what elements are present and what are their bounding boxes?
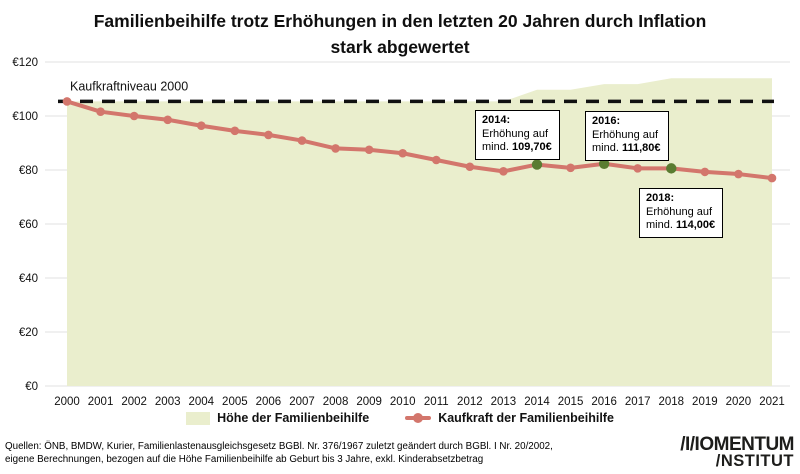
data-point bbox=[129, 111, 139, 121]
x-tick-label: 2003 bbox=[155, 396, 181, 408]
legend-line-label: Kaufkraft der Familienbeihilfe bbox=[438, 411, 614, 425]
x-tick-label: 2007 bbox=[289, 396, 315, 408]
legend: Höhe der Familienbeihilfe Kaufkraft der … bbox=[0, 411, 800, 425]
data-point bbox=[633, 164, 643, 173]
highlight-point bbox=[666, 163, 677, 174]
x-tick-label: 2012 bbox=[457, 396, 483, 408]
momentum-institut-logo: /I/IOMENTUM /NSTITUT bbox=[680, 434, 794, 470]
data-point bbox=[331, 144, 340, 153]
annotation-2016-text: Erhöhung auf bbox=[592, 128, 659, 141]
data-point bbox=[297, 136, 307, 145]
source-note-line2: eigene Berechnungen, bezogen auf die Höh… bbox=[5, 453, 484, 465]
line-dot-marker-icon bbox=[405, 413, 432, 423]
data-point bbox=[230, 126, 240, 136]
x-tick-label: 2017 bbox=[625, 396, 651, 408]
data-point bbox=[364, 145, 374, 155]
data-point bbox=[398, 148, 408, 158]
x-tick-label: 2001 bbox=[88, 396, 114, 408]
data-point bbox=[700, 167, 710, 177]
y-tick-label: €80 bbox=[19, 165, 38, 177]
x-tick-label: 2004 bbox=[188, 396, 214, 408]
data-point bbox=[96, 107, 105, 116]
annotation-2018-amount: mind. 114,00€ bbox=[646, 219, 716, 231]
x-tick-label: 2008 bbox=[323, 396, 349, 408]
legend-item-area: Höhe der Familienbeihilfe bbox=[186, 411, 369, 425]
chart-title-line1: Familienbeihilfe trotz Erhöhungen in den… bbox=[93, 11, 707, 31]
legend-item-line: Kaufkraft der Familienbeihilfe bbox=[405, 411, 614, 425]
legend-area-label: Höhe der Familienbeihilfe bbox=[217, 411, 370, 425]
x-tick-label: 2011 bbox=[424, 396, 449, 408]
logo-line2: /NSTITUT bbox=[715, 452, 794, 470]
annotation-2018: 2018: Erhöhung auf mind. 114,00€ bbox=[639, 188, 724, 238]
annotation-2014: 2014: Erhöhung auf mind. 109,70€ bbox=[475, 110, 560, 160]
y-tick-label: €120 bbox=[12, 57, 38, 69]
x-axis-labels: 2000 2001 2002 2003 2004 2005 2006 2007 2008 2009… bbox=[54, 396, 785, 408]
x-tick-label: 2002 bbox=[121, 396, 147, 408]
y-tick-label: €60 bbox=[19, 219, 38, 231]
x-tick-label: 2018 bbox=[658, 396, 684, 408]
data-point bbox=[62, 97, 72, 106]
data-point bbox=[499, 167, 508, 176]
annotation-2016-amount: mind. 111,80€ bbox=[592, 142, 661, 154]
x-tick-label: 2006 bbox=[256, 396, 282, 408]
data-point bbox=[196, 121, 206, 131]
kaufkraft-points bbox=[62, 97, 777, 183]
source-note-line1: Quellen: ÖNB, BMDW, Kurier, Familienlast… bbox=[5, 441, 553, 452]
annotation-2016-year: 2016: bbox=[592, 115, 621, 127]
y-tick-label: €0 bbox=[25, 381, 38, 393]
highlight-points bbox=[531, 158, 677, 174]
x-tick-label: 2005 bbox=[222, 396, 248, 408]
annotation-2014-year: 2014: bbox=[482, 114, 511, 126]
data-point bbox=[566, 163, 575, 173]
x-tick-label: 2015 bbox=[558, 396, 584, 408]
x-tick-label: 2016 bbox=[591, 396, 617, 408]
annotation-2016: 2016: Erhöhung auf mind. 111,80€ bbox=[585, 111, 669, 161]
source-note: Quellen: ÖNB, BMDW, Kurier, Familienlast… bbox=[5, 441, 645, 466]
annotation-2014-text: Erhöhung auf bbox=[482, 127, 549, 140]
reference-line-label: Kaufkraftniveau 2000 bbox=[70, 79, 188, 93]
data-point bbox=[465, 162, 475, 172]
highlight-point bbox=[531, 159, 543, 170]
data-point bbox=[431, 155, 441, 165]
area-swatch-icon bbox=[186, 411, 211, 425]
y-tick-label: €100 bbox=[12, 111, 38, 123]
x-tick-label: 2020 bbox=[726, 396, 752, 408]
x-tick-label: 2000 bbox=[54, 396, 80, 408]
x-tick-label: 2013 bbox=[491, 396, 517, 408]
x-tick-label: 2019 bbox=[692, 396, 718, 408]
chart-title-line2: stark abgewertet bbox=[330, 37, 470, 57]
logo-line1: /I/IOMENTUM bbox=[680, 434, 794, 455]
highlight-point bbox=[598, 158, 610, 169]
data-point bbox=[734, 169, 743, 179]
y-tick-label: €20 bbox=[19, 327, 38, 339]
y-axis-labels: €0 €20 €40 €60 €80 €100 €120 bbox=[12, 57, 38, 393]
x-tick-label: 2009 bbox=[356, 396, 382, 408]
y-tick-label: €40 bbox=[19, 273, 38, 285]
chart-title: Familienbeihilfe trotz Erhöhungen in den… bbox=[0, 8, 800, 60]
annotation-2014-amount: mind. 109,70€ bbox=[482, 141, 552, 153]
x-tick-label: 2014 bbox=[524, 396, 550, 408]
x-tick-label: 2010 bbox=[390, 396, 416, 408]
data-point bbox=[163, 115, 173, 125]
kaufkraft-line bbox=[65, 99, 774, 181]
annotation-2018-year: 2018: bbox=[646, 192, 675, 204]
x-tick-label: 2021 bbox=[759, 396, 785, 408]
annotation-2018-text: Erhöhung auf bbox=[646, 205, 713, 218]
data-point bbox=[767, 173, 777, 183]
data-point bbox=[264, 130, 273, 140]
